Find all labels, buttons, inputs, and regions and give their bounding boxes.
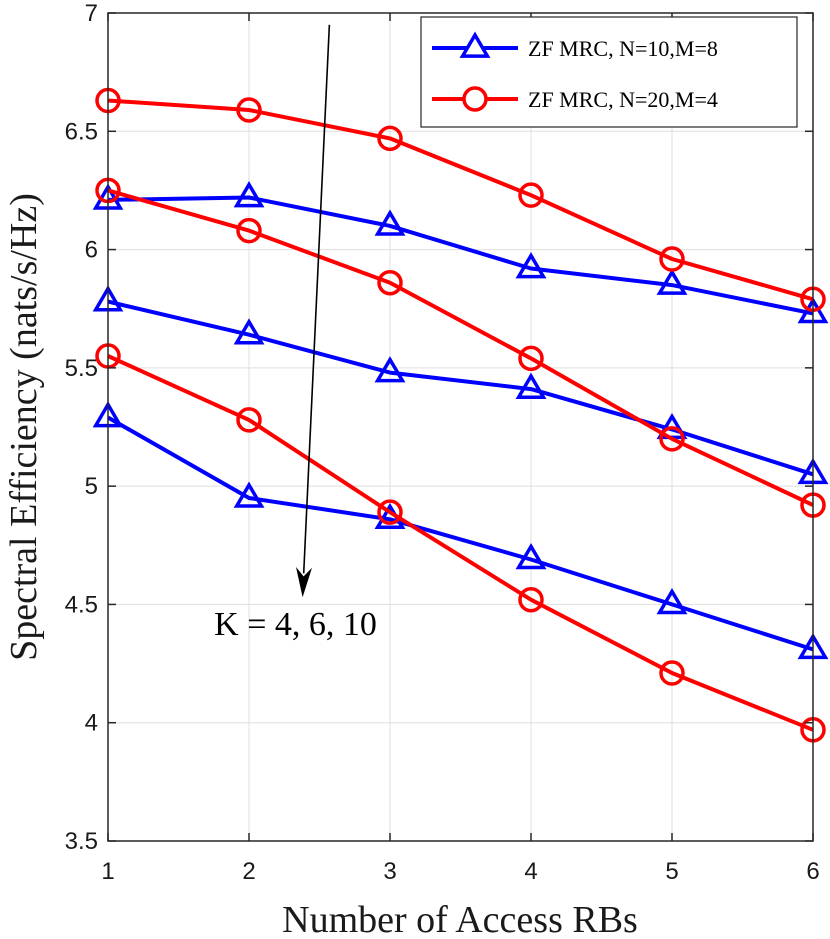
legend-entry-2: ZF MRC, N=20,M=4 bbox=[432, 86, 718, 112]
data-point-triangle bbox=[233, 481, 265, 508]
legend-label-2: ZF MRC, N=20,M=4 bbox=[528, 87, 718, 112]
data-point-circle bbox=[518, 345, 544, 372]
series-line bbox=[107, 415, 814, 652]
tick-layer: 1 2 3 4 5 6 3.5 4 4.5 5 5.5 6 6.5 7 bbox=[65, 0, 820, 885]
x-tick-label: 3 bbox=[383, 858, 396, 885]
legend-box bbox=[420, 16, 798, 128]
data-point-circle bbox=[236, 217, 262, 244]
legend: ZF MRC, N=10,M=8 ZF MRC, N=20,M=4 bbox=[420, 16, 798, 128]
y-tick-label: 6.5 bbox=[65, 118, 98, 145]
data-point-triangle bbox=[515, 543, 547, 570]
plot-frame bbox=[107, 12, 814, 842]
x-tick-label: 4 bbox=[524, 858, 537, 885]
data-point-triangle bbox=[374, 356, 406, 383]
legend-entry-1: ZF MRC, N=10,M=8 bbox=[432, 31, 718, 61]
data-point-circle bbox=[518, 182, 544, 208]
data-point-circle bbox=[518, 586, 544, 613]
data-point-circle bbox=[659, 426, 685, 452]
legend-marker-triangle bbox=[459, 31, 491, 58]
data-point-circle bbox=[659, 246, 685, 272]
y-tick-label: 4.5 bbox=[65, 591, 98, 618]
y-tick-label: 5.5 bbox=[65, 355, 98, 382]
data-point-circle bbox=[377, 499, 403, 525]
y-tick-label: 5 bbox=[85, 473, 98, 500]
y-axis-title: Spectral Efficiency (nats/s/Hz) bbox=[3, 193, 45, 661]
series-line bbox=[107, 188, 814, 507]
data-point-triangle bbox=[374, 209, 406, 236]
x-tick-label: 6 bbox=[806, 858, 819, 885]
series-line bbox=[107, 195, 814, 316]
series-layer bbox=[92, 87, 829, 743]
legend-marker-circle bbox=[462, 86, 488, 112]
data-point-triangle bbox=[656, 268, 688, 295]
series-line bbox=[107, 299, 814, 477]
plot-area bbox=[108, 13, 813, 841]
x-tick-label: 5 bbox=[665, 858, 678, 885]
series-red-k10 bbox=[95, 343, 826, 743]
data-point-circle bbox=[236, 407, 262, 433]
annotation-arrow-head bbox=[296, 567, 312, 598]
data-point-triangle bbox=[656, 587, 688, 615]
data-point-triangle bbox=[515, 252, 547, 279]
y-tick-label: 4 bbox=[85, 710, 98, 737]
annotation: K = 4, 6, 10 bbox=[214, 24, 377, 643]
x-axis-title: Number of Access RBs bbox=[282, 899, 638, 939]
annotation-label: K = 4, 6, 10 bbox=[214, 606, 377, 643]
x-tick-label: 1 bbox=[101, 858, 114, 885]
data-point-circle bbox=[377, 269, 403, 296]
data-point-triangle bbox=[515, 372, 547, 399]
data-point-circle bbox=[236, 97, 262, 123]
data-point-triangle bbox=[233, 318, 265, 345]
series-line bbox=[107, 98, 814, 302]
annotation-arrow-line bbox=[302, 24, 331, 574]
y-tick-label: 6 bbox=[85, 237, 98, 264]
series-red-k4 bbox=[95, 87, 826, 313]
y-tick-label: 3.5 bbox=[65, 828, 98, 855]
series-line bbox=[107, 354, 814, 732]
x-tick-label: 2 bbox=[242, 858, 255, 885]
data-point-triangle bbox=[233, 181, 265, 208]
data-point-circle bbox=[377, 125, 403, 152]
data-point-circle bbox=[659, 660, 685, 686]
y-tick-label: 7 bbox=[85, 0, 98, 27]
legend-label-1: ZF MRC, N=10,M=8 bbox=[528, 36, 718, 61]
